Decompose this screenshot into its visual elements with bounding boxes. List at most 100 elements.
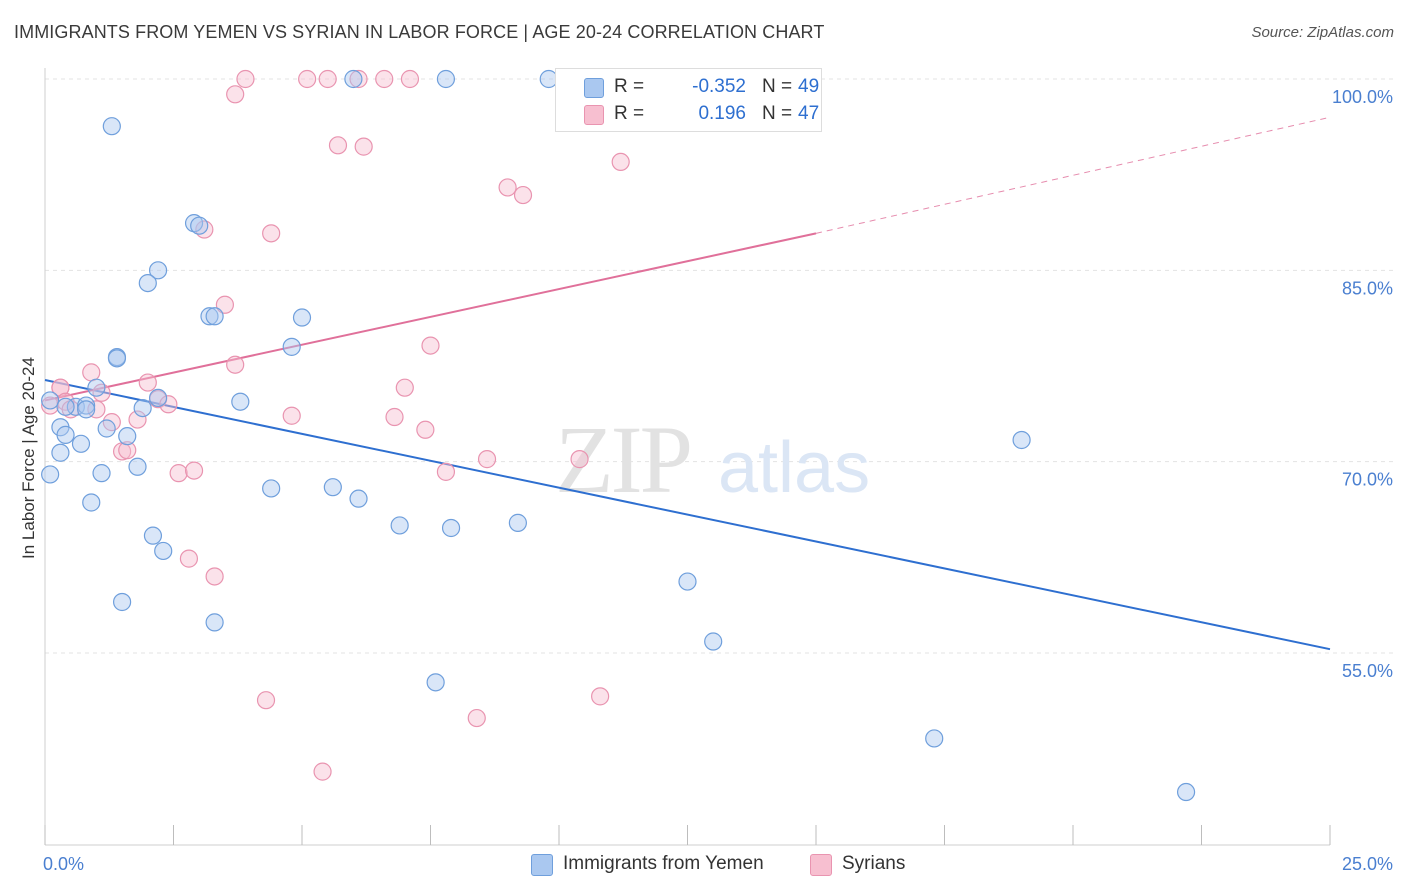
point-yemen: [190, 216, 209, 235]
trend-line-syrians-dashed: [815, 116, 1331, 234]
series-swatch-yemen: [531, 854, 553, 876]
point-yemen: [41, 465, 60, 484]
point-syrians: [138, 373, 157, 392]
point-yemen: [112, 592, 132, 612]
point-syrians: [570, 450, 589, 469]
point-yemen: [143, 526, 163, 545]
point-yemen: [102, 117, 121, 136]
point-syrians: [226, 85, 245, 104]
point-syrians: [51, 378, 70, 397]
point-syrians: [118, 441, 137, 460]
legend-n-value: 49: [798, 76, 820, 97]
grid-lines: [45, 78, 1395, 654]
point-syrians: [400, 69, 420, 89]
y-tick-label: 70.0%: [1342, 470, 1393, 490]
point-yemen: [92, 464, 111, 483]
point-syrians: [226, 355, 245, 374]
point-yemen: [1012, 430, 1031, 450]
point-yemen: [441, 518, 461, 538]
point-yemen: [133, 398, 152, 418]
point-yemen: [56, 425, 75, 444]
point-yemen: [436, 69, 456, 89]
legend-n-label: N =: [762, 103, 793, 124]
point-syrians: [41, 396, 60, 415]
point-yemen: [77, 400, 96, 419]
points-syrians: [41, 69, 630, 781]
point-syrians: [318, 69, 337, 89]
point-yemen: [138, 273, 157, 293]
point-yemen: [344, 69, 363, 89]
point-yemen: [349, 489, 368, 508]
legend-r-value: 0.196: [698, 103, 746, 124]
series-label-syrians: Syrians: [842, 853, 906, 874]
x-tick-labels: 0.0% 25.0%: [43, 854, 1393, 874]
y-tick-label: 85.0%: [1342, 278, 1393, 298]
point-syrians: [416, 420, 435, 439]
point-syrians: [61, 400, 80, 419]
watermark-atlas: atlas: [718, 428, 870, 508]
point-syrians: [298, 69, 317, 89]
y-axis-label: In Labor Force | Age 20-24: [19, 357, 38, 559]
point-syrians: [591, 687, 610, 706]
point-yemen: [148, 261, 168, 280]
point-syrians: [262, 224, 281, 243]
watermark: ZIP atlas: [555, 406, 870, 513]
legend-r-value: -0.352: [692, 76, 746, 97]
point-yemen: [154, 541, 173, 561]
point-syrians: [236, 69, 255, 89]
trend-line-yemen-solid: [44, 379, 1331, 651]
y-tick-label: 55.0%: [1342, 661, 1393, 681]
point-yemen: [56, 397, 75, 416]
point-syrians: [128, 410, 147, 429]
point-yemen: [426, 673, 445, 692]
point-yemen: [128, 457, 147, 476]
point-syrians: [92, 383, 111, 402]
point-yemen: [87, 378, 106, 397]
point-syrians: [205, 567, 224, 586]
point-yemen: [231, 392, 250, 411]
point-yemen: [323, 478, 342, 497]
series-label-yemen: Immigrants from Yemen: [563, 853, 764, 874]
point-syrians: [256, 691, 276, 710]
point-yemen: [1176, 782, 1196, 802]
legend-n-value: 47: [798, 103, 820, 124]
point-syrians: [215, 295, 234, 314]
point-yemen: [282, 337, 301, 356]
chart-title: IMMIGRANTS FROM YEMEN VS SYRIAN IN LABOR…: [14, 22, 825, 42]
point-yemen: [118, 427, 137, 446]
point-syrians: [169, 464, 188, 483]
point-yemen: [262, 479, 281, 498]
point-syrians: [498, 178, 517, 197]
x-tick-label: 0.0%: [43, 854, 84, 874]
point-syrians: [313, 762, 332, 781]
point-yemen: [148, 388, 168, 407]
point-yemen: [184, 214, 204, 233]
point-syrians: [375, 69, 394, 89]
point-syrians: [282, 406, 301, 425]
point-yemen: [390, 516, 409, 535]
point-yemen: [77, 396, 96, 415]
point-syrians: [421, 336, 440, 355]
point-yemen: [71, 434, 91, 453]
point-syrians: [395, 378, 414, 397]
point-yemen: [678, 572, 697, 591]
point-yemen: [107, 349, 127, 368]
legend-n-label: N =: [762, 76, 793, 97]
y-tick-label: 100.0%: [1332, 87, 1393, 107]
point-syrians: [436, 462, 456, 481]
point-yemen: [82, 493, 101, 512]
point-syrians: [349, 69, 368, 89]
point-yemen: [51, 443, 70, 462]
trend-line-syrians: [44, 116, 1331, 402]
y-tick-labels: 55.0% 70.0% 85.0% 100.0%: [1332, 87, 1393, 681]
point-yemen: [925, 729, 944, 748]
watermark-zip: ZIP: [555, 406, 690, 513]
legend-r-label: R =: [614, 103, 645, 124]
point-syrians: [467, 708, 486, 728]
point-syrians: [354, 137, 373, 156]
point-yemen: [704, 632, 723, 651]
trend-line-syrians-solid: [44, 232, 817, 402]
point-yemen: [41, 391, 60, 410]
point-syrians: [513, 185, 533, 205]
point-syrians: [159, 395, 178, 414]
